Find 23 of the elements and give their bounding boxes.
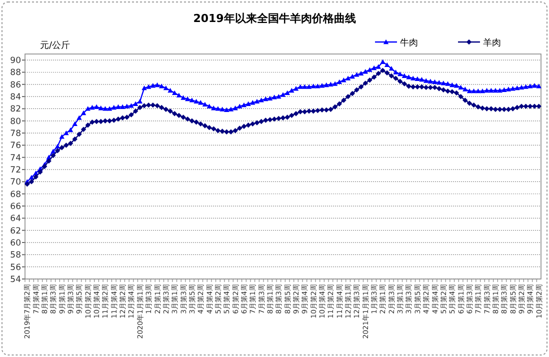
y-tick-label: 68 [10, 190, 21, 200]
y-tick-label: 64 [10, 214, 21, 224]
y-tick-label: 72 [10, 166, 21, 176]
y-axis-title: 元/公斤 [40, 40, 70, 51]
y-tick-label: 86 [10, 80, 21, 90]
y-tick-label: 70 [10, 178, 21, 188]
chart-title: 2019年以来全国牛羊肉价格曲线 [193, 12, 356, 25]
y-tick-label: 88 [10, 68, 21, 78]
y-tick-label: 62 [10, 226, 21, 236]
y-tick-label: 90 [10, 56, 21, 66]
y-tick-label: 78 [10, 129, 21, 140]
legend-label: 羊肉 [483, 38, 501, 48]
y-tick-label: 76 [10, 141, 21, 152]
y-tick-label: 66 [10, 202, 21, 212]
y-tick-label: 58 [10, 250, 21, 261]
y-tick-label: 82 [10, 104, 21, 115]
y-tick-label: 60 [10, 238, 21, 249]
y-tick-label: 74 [10, 153, 21, 164]
y-tick-label: 84 [10, 92, 21, 103]
y-tick-label: 80 [10, 116, 21, 127]
y-tick-label: 56 [10, 262, 21, 273]
y-tick-label: 54 [10, 275, 21, 285]
legend-label: 牛肉 [400, 38, 418, 48]
